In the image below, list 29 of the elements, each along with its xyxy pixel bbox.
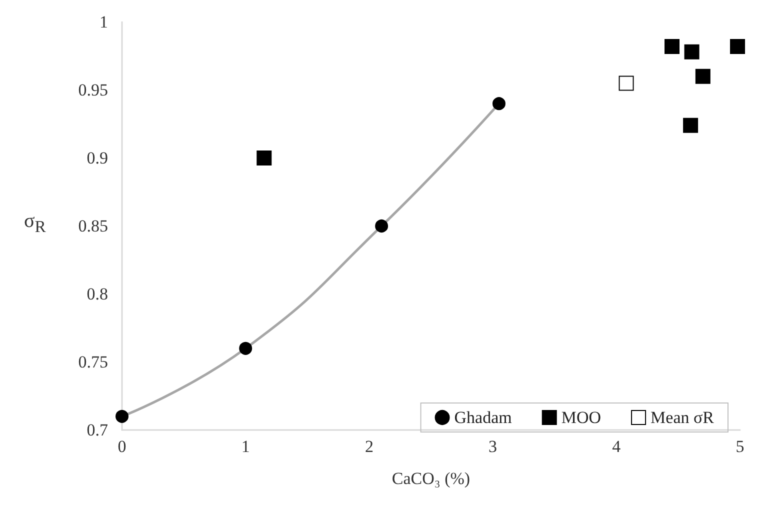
x-tick-label: 3	[488, 437, 498, 456]
x-tick-label: 1	[241, 437, 250, 456]
y-tick-label: 0.8	[86, 284, 108, 304]
point	[695, 68, 710, 84]
point	[618, 76, 634, 91]
x-tick-label: 2	[364, 437, 374, 456]
point	[730, 38, 746, 54]
y-tick-label: 0.95	[78, 80, 108, 100]
point	[116, 410, 128, 423]
x-tick-label: 0	[118, 437, 126, 456]
legend-label: Ghadam	[454, 408, 512, 427]
point	[256, 150, 272, 166]
y-tick-label: 1	[100, 12, 108, 32]
point	[492, 97, 506, 110]
point	[375, 220, 388, 232]
y-tick-label: 0.7	[86, 420, 108, 440]
x-tick-label: 4	[612, 437, 622, 456]
y-tick-label: 0.9	[86, 148, 108, 168]
y-tick-label: 0.75	[78, 352, 108, 372]
y-tick-label: 0.85	[78, 216, 108, 236]
legend-label: Mean σR	[650, 408, 715, 427]
y-axis-title: σ$_{R}$	[24, 210, 46, 237]
point	[683, 118, 698, 133]
point	[664, 38, 680, 54]
legend-label: MOO	[561, 408, 602, 427]
point	[684, 44, 700, 60]
point	[239, 342, 252, 355]
x-axis-title: CaCO₃ (%)	[392, 469, 470, 488]
x-tick-label: 5	[736, 437, 744, 456]
